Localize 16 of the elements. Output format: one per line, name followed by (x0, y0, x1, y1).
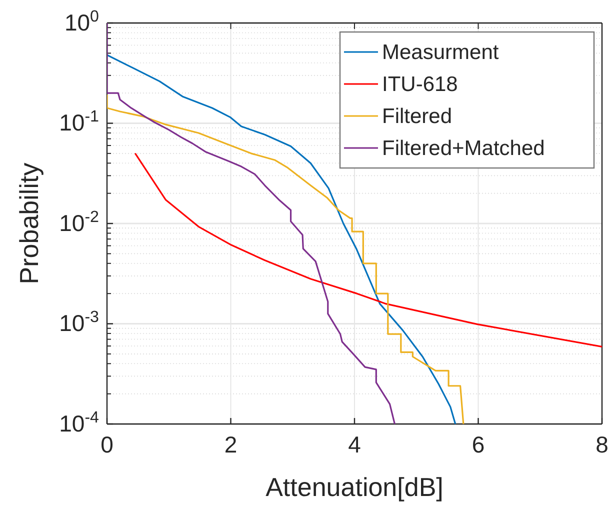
y-tick-label: 10$^{-2}$ (59, 208, 100, 236)
x-tick-label: 2 (224, 431, 238, 458)
x-tick-label: 6 (472, 431, 485, 458)
x-axis-title: Attenuation[dB] (266, 472, 444, 502)
y-tick-label: 10$^{-4}$ (59, 408, 100, 436)
legend-label: Measurment (382, 41, 499, 64)
x-tick-label: 4 (348, 431, 362, 458)
legend-label: Filtered+Matched (382, 137, 545, 160)
legend-label: ITU-618 (382, 73, 458, 96)
legend-label: Filtered (382, 105, 452, 128)
x-tick-label: 0 (100, 431, 114, 458)
y-tick-label: 10$^{0}$ (64, 7, 100, 36)
x-tick-label: 8 (596, 431, 608, 458)
y-tick-label: 10$^{-1}$ (59, 108, 100, 136)
y-tick-label: 10$^{-3}$ (59, 308, 100, 336)
y-axis-title: Probability (14, 162, 44, 284)
